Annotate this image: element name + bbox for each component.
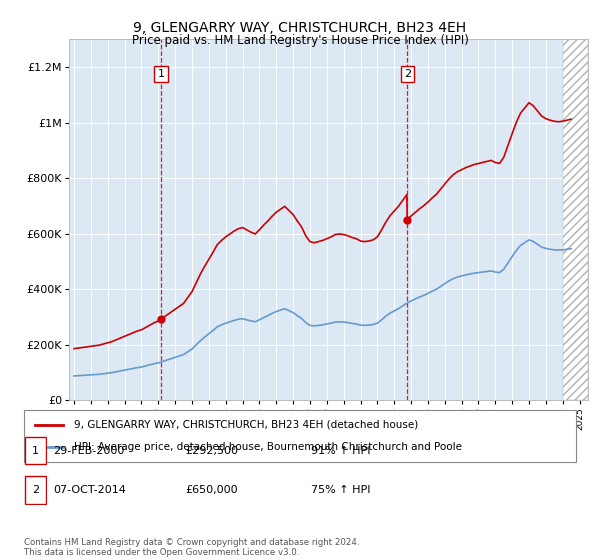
FancyBboxPatch shape bbox=[24, 410, 576, 462]
Text: 9, GLENGARRY WAY, CHRISTCHURCH, BH23 4EH: 9, GLENGARRY WAY, CHRISTCHURCH, BH23 4EH bbox=[133, 21, 467, 35]
Text: 91% ↑ HPI: 91% ↑ HPI bbox=[311, 446, 370, 455]
Text: Price paid vs. HM Land Registry's House Price Index (HPI): Price paid vs. HM Land Registry's House … bbox=[131, 34, 469, 46]
FancyBboxPatch shape bbox=[25, 437, 46, 464]
Text: 2: 2 bbox=[404, 69, 411, 79]
FancyBboxPatch shape bbox=[25, 476, 46, 503]
Text: 9, GLENGARRY WAY, CHRISTCHURCH, BH23 4EH (detached house): 9, GLENGARRY WAY, CHRISTCHURCH, BH23 4EH… bbox=[74, 419, 418, 430]
Text: 07-OCT-2014: 07-OCT-2014 bbox=[53, 485, 125, 494]
Text: £650,000: £650,000 bbox=[185, 485, 238, 494]
Text: 1: 1 bbox=[32, 446, 39, 455]
Text: HPI: Average price, detached house, Bournemouth Christchurch and Poole: HPI: Average price, detached house, Bour… bbox=[74, 442, 461, 452]
Text: 75% ↑ HPI: 75% ↑ HPI bbox=[311, 485, 370, 494]
Text: £292,500: £292,500 bbox=[185, 446, 238, 455]
Text: 1: 1 bbox=[158, 69, 164, 79]
Text: Contains HM Land Registry data © Crown copyright and database right 2024.
This d: Contains HM Land Registry data © Crown c… bbox=[24, 538, 359, 557]
Text: 2: 2 bbox=[32, 485, 39, 494]
Text: 29-FEB-2000: 29-FEB-2000 bbox=[53, 446, 124, 455]
Bar bbox=[563, 39, 588, 400]
